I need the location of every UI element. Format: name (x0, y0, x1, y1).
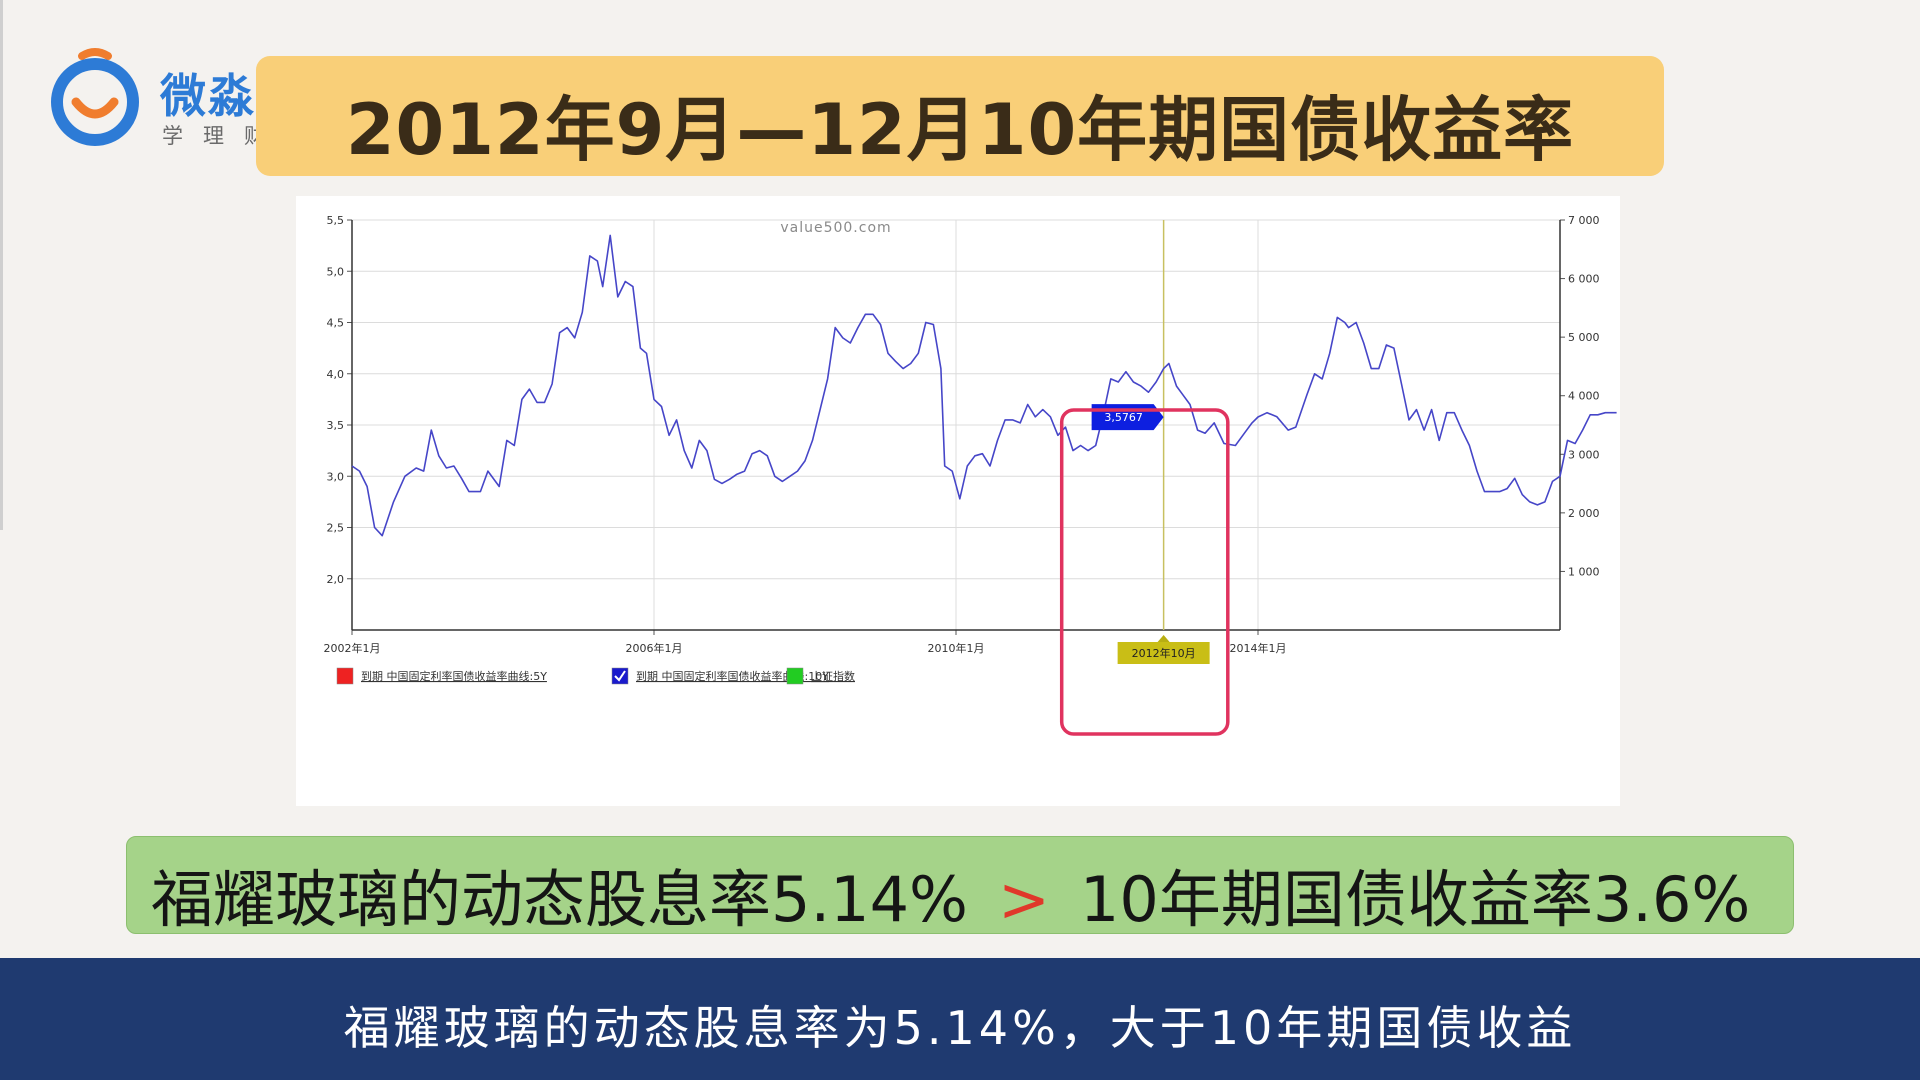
y-right-tick-label: 6 000 (1568, 273, 1600, 286)
comparison-operator: > (997, 863, 1050, 936)
logo-mark-icon (51, 48, 139, 146)
comparison-text: 福耀玻璃的动态股息率5.14% >10年期国债收益率3.6% (151, 849, 1750, 939)
y-left-tick-label: 3,5 (327, 419, 345, 432)
y-right-tick-label: 1 000 (1568, 565, 1600, 578)
legend-swatch (786, 667, 804, 685)
y-right-tick-label: 7 000 (1568, 214, 1600, 227)
x-tick-label: 2014年1月 (1230, 641, 1287, 655)
y-right-tick-label: 2 000 (1568, 507, 1600, 520)
x-tick-label: 2002年1月 (324, 641, 381, 655)
comparison-left: 福耀玻璃的动态股息率5.14% (151, 863, 968, 936)
cursor-value-label: 3,5767 (1104, 411, 1143, 424)
y-right-tick-label: 5 000 (1568, 331, 1600, 344)
legend-label: 到期 中国固定利率国债收益率曲线:5Y (361, 669, 547, 683)
y-left-tick-label: 5,5 (327, 214, 345, 227)
highlight-box (1059, 408, 1230, 736)
y-right-tick-label: 4 000 (1568, 390, 1600, 403)
legend-label: 到期 中国固定利率国债收益率曲线:10Y (636, 669, 829, 683)
cursor-date-box (1117, 642, 1210, 664)
cursor-date-label: 2012年10月 (1132, 646, 1196, 660)
page-title: 2012年9月—12月10年期国债收益率 (345, 89, 1575, 171)
subtitle-caption: 福耀玻璃的动态股息率为5.14%，大于10年期国债收益 (343, 1001, 1577, 1055)
legend-swatch (611, 667, 629, 685)
series-line-10y (351, 234, 1617, 537)
y-left-tick-label: 4,0 (327, 368, 345, 381)
subtitle-bar: 福耀玻璃的动态股息率为5.14%，大于10年期国债收益 (0, 958, 1920, 1080)
logo-name: 微淼 (160, 69, 256, 123)
y-left-tick-label: 2,5 (327, 522, 345, 535)
y-left-tick-label: 5,0 (327, 265, 345, 278)
comparison-right: 10年期国债收益率3.6% (1079, 863, 1751, 936)
legend-label: 上证指数 (811, 669, 855, 683)
y-left-tick-label: 4,5 (327, 317, 345, 330)
x-tick-label: 2010年1月 (928, 641, 985, 655)
title-banner: 2012年9月—12月10年期国债收益率 (256, 56, 1664, 176)
x-tick-label: 2006年1月 (626, 641, 683, 655)
chart-card: 2,0 2,5 3,0 3,5 4,0 4,5 5,0 5,5 1 000 2 000 3 000 4… (296, 196, 1620, 806)
legend-swatch (336, 667, 354, 685)
chart-watermark: value500.com (780, 220, 891, 236)
yield-chart: 2,0 2,5 3,0 3,5 4,0 4,5 5,0 5,5 1 000 2 000 3 000 4… (324, 214, 1617, 736)
legend-checkmark-icon (614, 670, 626, 682)
cursor-date-pointer (1157, 635, 1170, 642)
comparison-banner: 福耀玻璃的动态股息率5.14% >10年期国债收益率3.6% (126, 836, 1794, 936)
y-left-tick-label: 2,0 (327, 573, 345, 586)
left-edge-divider (0, 0, 3, 530)
y-right-tick-label: 3 000 (1568, 448, 1600, 461)
y-left-tick-label: 3,0 (327, 470, 345, 483)
